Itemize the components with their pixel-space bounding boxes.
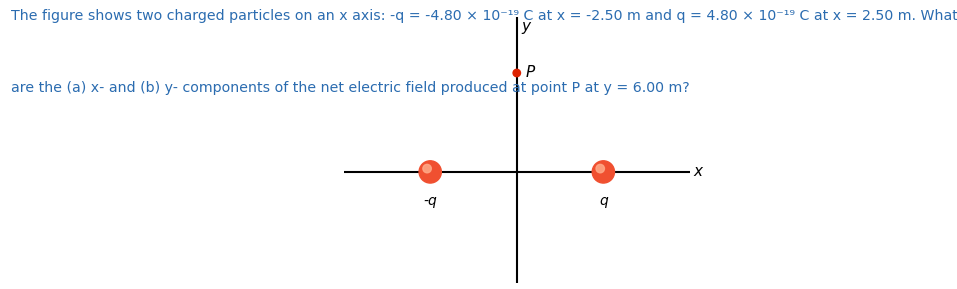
Circle shape (592, 161, 614, 183)
Circle shape (419, 161, 441, 183)
Text: q: q (599, 194, 608, 208)
Text: y: y (522, 18, 530, 34)
Circle shape (423, 164, 432, 173)
Text: P: P (525, 66, 535, 81)
Text: x: x (693, 164, 702, 179)
Circle shape (513, 69, 521, 77)
Circle shape (596, 164, 605, 173)
Text: -q: -q (423, 194, 437, 208)
Text: The figure shows two charged particles on an x axis: -q = -4.80 × 10⁻¹⁹ C at x =: The figure shows two charged particles o… (11, 9, 957, 23)
Text: are the (a) x- and (b) y- components of the net electric field produced at point: are the (a) x- and (b) y- components of … (11, 81, 690, 95)
